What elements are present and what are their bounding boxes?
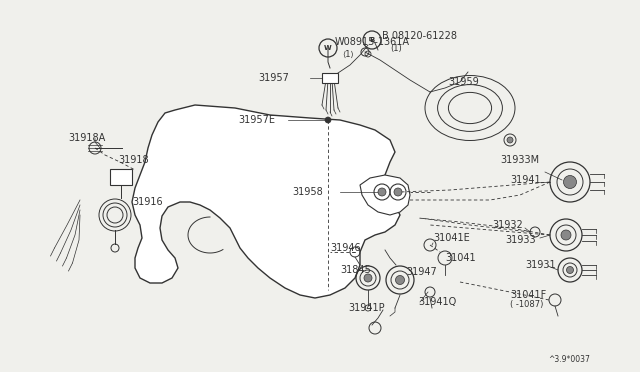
Text: (1): (1) — [390, 44, 402, 52]
Text: 31957: 31957 — [258, 73, 289, 83]
FancyBboxPatch shape — [322, 73, 338, 83]
Text: 31941P: 31941P — [348, 303, 385, 313]
Text: 31918: 31918 — [118, 155, 148, 165]
Text: 31916: 31916 — [132, 197, 163, 207]
Text: 31041E: 31041E — [433, 233, 470, 243]
Circle shape — [566, 266, 573, 273]
Text: 31957E: 31957E — [238, 115, 275, 125]
Text: 31941Q: 31941Q — [418, 297, 456, 307]
Text: ^3.9*0037: ^3.9*0037 — [548, 356, 590, 365]
Text: 31041: 31041 — [445, 253, 476, 263]
Polygon shape — [360, 175, 410, 215]
Text: B 08120-61228: B 08120-61228 — [382, 31, 457, 41]
Text: 31947: 31947 — [406, 267, 436, 277]
Text: 31946: 31946 — [330, 243, 360, 253]
Circle shape — [561, 230, 571, 240]
Circle shape — [325, 117, 331, 123]
Polygon shape — [132, 105, 400, 298]
Circle shape — [507, 137, 513, 143]
Text: 31959: 31959 — [448, 77, 479, 87]
FancyBboxPatch shape — [110, 169, 132, 185]
Text: 31958: 31958 — [292, 187, 323, 197]
Text: 31933M: 31933M — [500, 155, 539, 165]
Circle shape — [364, 274, 372, 282]
Text: ( -1087): ( -1087) — [510, 301, 543, 310]
Text: B: B — [369, 37, 374, 43]
Text: ⟨1⟩: ⟨1⟩ — [342, 49, 354, 58]
Text: 31845: 31845 — [340, 265, 371, 275]
Text: W08915-1361A: W08915-1361A — [335, 37, 410, 47]
Circle shape — [378, 188, 386, 196]
Text: 31918A: 31918A — [68, 133, 105, 143]
Text: W: W — [324, 45, 332, 51]
Text: 31932: 31932 — [492, 220, 523, 230]
Circle shape — [563, 176, 577, 189]
Text: 31931: 31931 — [525, 260, 556, 270]
Text: 31041F: 31041F — [510, 290, 547, 300]
Circle shape — [396, 276, 404, 285]
Text: 31933: 31933 — [505, 235, 536, 245]
Text: 31941: 31941 — [510, 175, 541, 185]
Circle shape — [394, 188, 402, 196]
